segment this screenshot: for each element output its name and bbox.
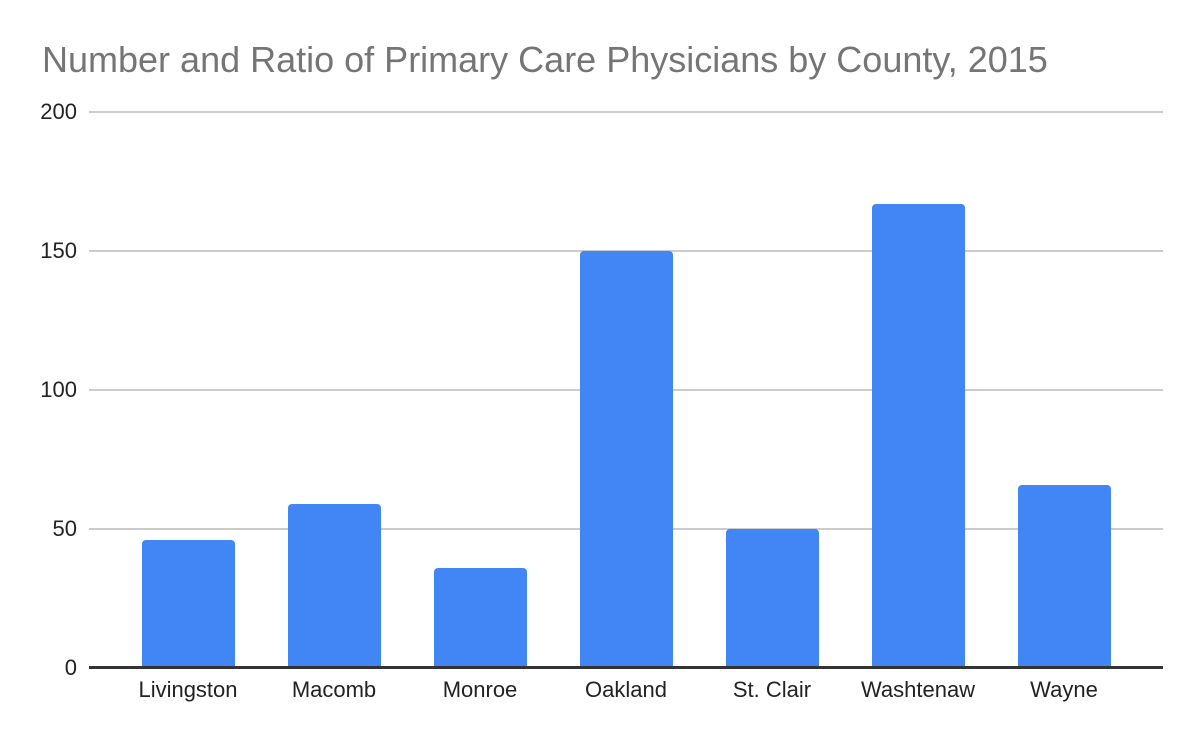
x-tick-label-wayne: Wayne bbox=[1030, 677, 1098, 702]
x-tick-label-st-clair: St. Clair bbox=[732, 677, 812, 702]
y-tick-label-100: 100 bbox=[40, 377, 77, 402]
x-tick-label-washtenaw: Washtenaw bbox=[860, 677, 976, 702]
bar-band-monroe bbox=[407, 112, 553, 668]
bar-band-livingston bbox=[115, 112, 261, 668]
bar-series bbox=[115, 112, 1137, 668]
bar-washtenaw bbox=[871, 203, 965, 668]
x-tick-label-oakland: Oakland bbox=[585, 677, 667, 702]
gridline-200 bbox=[89, 111, 1163, 113]
bar-wayne bbox=[1017, 484, 1111, 668]
x-tick-label-livingston: Livingston bbox=[138, 677, 238, 702]
x-axis-line bbox=[89, 666, 1163, 669]
y-tick-label-150: 150 bbox=[40, 238, 77, 263]
bar-monroe bbox=[433, 567, 527, 668]
chart-title: Number and Ratio of Primary Care Physici… bbox=[42, 39, 1048, 80]
y-tick-label-200: 200 bbox=[40, 99, 77, 124]
x-tick-label-macomb: Macomb bbox=[291, 677, 377, 702]
y-tick-label-50: 50 bbox=[52, 516, 77, 541]
x-axis-labels: Livingston Macomb Monroe Oakland St. Clair Wa… bbox=[115, 677, 1137, 703]
y-tick-label-0: 0 bbox=[64, 655, 77, 680]
bar-oakland bbox=[579, 251, 673, 668]
bar-st-clair bbox=[725, 529, 819, 668]
bar-macomb bbox=[287, 503, 381, 668]
bar-band-washtenaw bbox=[845, 112, 991, 668]
x-tick-label-monroe: Monroe bbox=[442, 677, 518, 702]
plot-area bbox=[89, 111, 1163, 669]
bar-band-macomb bbox=[261, 112, 407, 668]
bar-livingston bbox=[141, 540, 235, 668]
bar-band-oakland bbox=[553, 112, 699, 668]
bar-band-wayne bbox=[991, 112, 1137, 668]
bar-band-st-clair bbox=[699, 112, 845, 668]
